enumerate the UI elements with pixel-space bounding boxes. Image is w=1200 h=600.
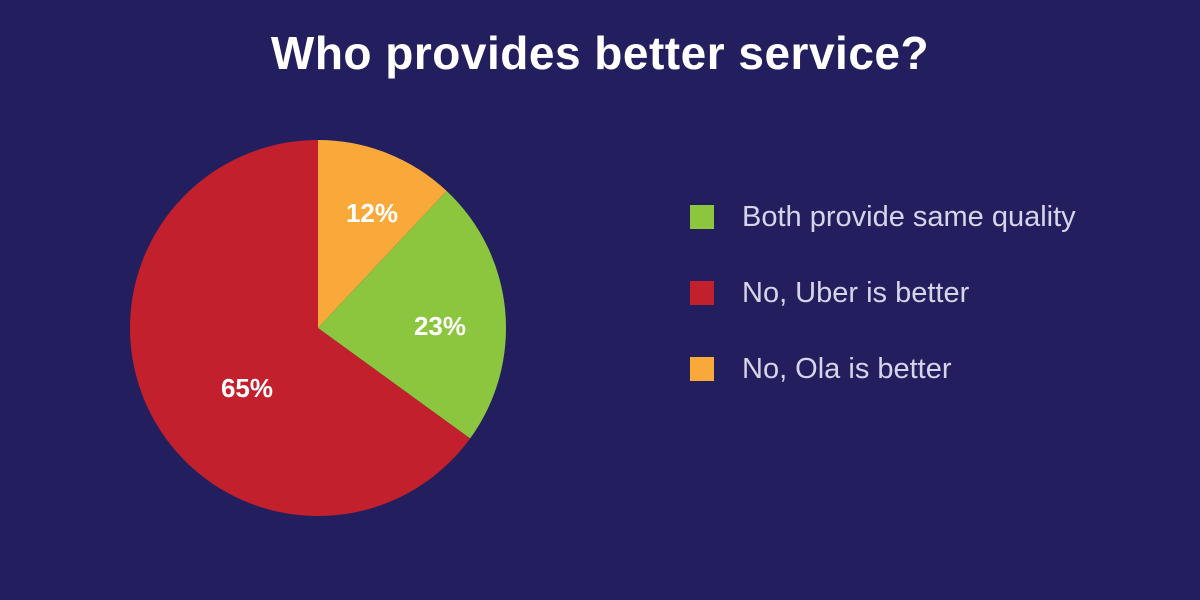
chart-legend: Both provide same quality No, Uber is be… [690,196,1110,390]
legend-item-uber: No, Uber is better [690,272,1110,314]
legend-label: No, Ola is better [742,353,952,385]
slice-label-both: 23% [414,311,466,341]
pie-slice-both [318,190,507,439]
pie-slice-uber [130,140,471,517]
slice-label-uber: 65% [221,373,273,403]
legend-item-ola: No, Ola is better [690,348,1110,390]
pie-slice-ola [318,140,447,328]
legend-swatch-red [690,281,714,305]
slice-label-ola: 12% [346,198,398,228]
legend-swatch-orange [690,357,714,381]
pie-svg: 12% 23% 65% [130,140,507,517]
legend-item-both: Both provide same quality [690,196,1110,238]
pie-chart: 12% 23% 65% [130,140,507,517]
legend-label: Both provide same quality [742,201,1076,233]
legend-label: No, Uber is better [742,277,970,309]
legend-swatch-green [690,205,714,229]
chart-title: Who provides better service? [270,27,930,79]
